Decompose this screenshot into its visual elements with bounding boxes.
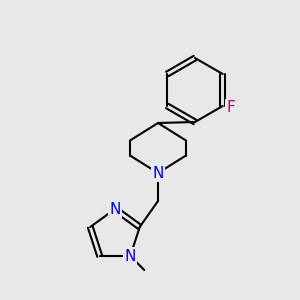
Text: N: N xyxy=(152,166,164,181)
Text: F: F xyxy=(226,100,235,116)
Text: N: N xyxy=(124,248,136,263)
Text: N: N xyxy=(109,202,121,217)
